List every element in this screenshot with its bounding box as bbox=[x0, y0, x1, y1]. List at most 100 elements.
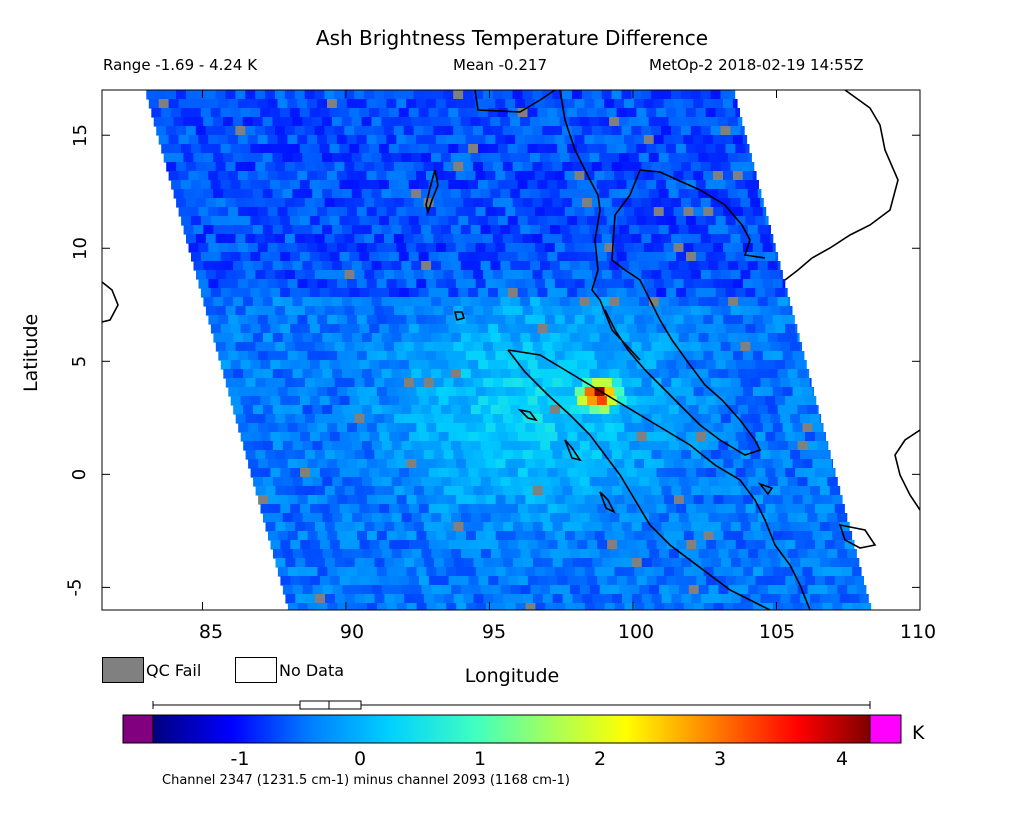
swath-pixel bbox=[517, 360, 529, 370]
swath-pixel bbox=[280, 216, 291, 226]
swath-pixel bbox=[453, 126, 464, 136]
swath-pixel bbox=[586, 144, 598, 154]
swath-pixel bbox=[339, 468, 351, 478]
swath-pixel bbox=[703, 603, 715, 610]
swath-pixel bbox=[411, 405, 422, 415]
swath-pixel bbox=[342, 369, 353, 379]
swath-pixel bbox=[255, 198, 266, 208]
swath-pixel bbox=[205, 126, 217, 136]
swath-pixel bbox=[713, 243, 724, 253]
swath-pixel bbox=[305, 594, 316, 604]
swath-pixel bbox=[649, 477, 660, 487]
swath-pixel bbox=[636, 504, 648, 514]
qc-fail-pixel bbox=[517, 108, 529, 118]
swath-pixel bbox=[243, 405, 254, 415]
swath-pixel bbox=[740, 162, 751, 172]
swath-pixel bbox=[542, 450, 554, 460]
swath-pixel bbox=[540, 333, 551, 343]
swath-pixel bbox=[522, 126, 533, 136]
swath-pixel bbox=[636, 360, 648, 370]
swath-pixel bbox=[376, 315, 388, 325]
swath-pixel bbox=[322, 369, 333, 379]
swath-pixel bbox=[215, 270, 227, 280]
swath-pixel bbox=[819, 522, 831, 532]
swath-pixel bbox=[631, 486, 643, 496]
swath-pixel bbox=[733, 279, 744, 289]
swath-pixel bbox=[617, 576, 628, 586]
swath-pixel bbox=[495, 351, 506, 361]
swath-pixel bbox=[579, 153, 590, 163]
swath-pixel bbox=[282, 189, 293, 199]
swath-pixel bbox=[614, 171, 625, 181]
swath-pixel bbox=[555, 423, 566, 433]
swath-pixel bbox=[752, 279, 764, 289]
swath-pixel bbox=[404, 450, 415, 460]
qc-fail-pixel bbox=[468, 144, 479, 154]
swath-pixel bbox=[267, 459, 279, 469]
swath-pixel bbox=[213, 153, 224, 163]
swath-pixel bbox=[728, 369, 739, 379]
swath-pixel bbox=[260, 108, 271, 118]
swath-pixel bbox=[510, 261, 521, 271]
swath-pixel bbox=[446, 459, 457, 469]
swath-pixel bbox=[406, 423, 417, 433]
swath-pixel bbox=[334, 522, 346, 532]
swath-pixel bbox=[631, 270, 643, 280]
swath-pixel bbox=[730, 414, 742, 424]
swath-pixel bbox=[421, 153, 432, 163]
swath-pixel bbox=[597, 396, 608, 406]
swath-pixel bbox=[460, 225, 472, 235]
swath-pixel bbox=[475, 135, 486, 145]
swath-pixel bbox=[488, 396, 499, 406]
swath-pixel bbox=[453, 414, 464, 424]
swath-pixel bbox=[666, 252, 677, 262]
swath-pixel bbox=[782, 567, 794, 577]
swath-pixel bbox=[740, 414, 752, 424]
swath-pixel bbox=[243, 333, 254, 343]
swath-pixel bbox=[394, 342, 405, 352]
swath-pixel bbox=[366, 171, 378, 181]
swath-pixel bbox=[451, 585, 462, 595]
swath-pixel bbox=[309, 360, 321, 370]
swath-pixel bbox=[693, 459, 705, 469]
swath-pixel bbox=[366, 351, 378, 361]
swath-pixel bbox=[364, 162, 375, 172]
swath-pixel bbox=[678, 117, 689, 127]
swath-pixel bbox=[619, 297, 630, 307]
swath-pixel bbox=[713, 99, 724, 109]
swath-pixel bbox=[369, 180, 380, 190]
swath-pixel bbox=[421, 477, 432, 487]
swath-pixel bbox=[743, 315, 754, 325]
swath-pixel bbox=[310, 540, 321, 550]
swath-pixel bbox=[252, 189, 264, 199]
qc-fail-label: QC Fail bbox=[146, 661, 202, 680]
swath-pixel bbox=[636, 324, 648, 334]
swath-pixel bbox=[416, 531, 427, 541]
swath-pixel bbox=[767, 513, 779, 523]
swath-pixel bbox=[396, 603, 408, 610]
swath-pixel bbox=[622, 558, 633, 568]
swath-pixel bbox=[465, 279, 477, 289]
swath-pixel bbox=[507, 180, 519, 190]
swath-pixel bbox=[483, 270, 494, 280]
swath-pixel bbox=[414, 522, 425, 532]
swath-pixel bbox=[463, 378, 474, 388]
swath-pixel bbox=[626, 468, 638, 478]
swath-pixel bbox=[510, 441, 521, 451]
swath-pixel bbox=[676, 396, 687, 406]
swath-pixel bbox=[332, 585, 343, 595]
swath-pixel bbox=[740, 378, 752, 388]
swath-pixel bbox=[361, 369, 373, 379]
swath-pixel bbox=[555, 567, 566, 577]
swath-pixel bbox=[582, 270, 593, 280]
swath-pixel bbox=[599, 477, 611, 487]
swath-pixel bbox=[426, 603, 437, 610]
swath-pixel bbox=[770, 522, 781, 532]
swath-pixel bbox=[428, 324, 440, 334]
swath-pixel bbox=[265, 342, 276, 352]
swath-pixel bbox=[752, 243, 764, 253]
swath-pixel bbox=[304, 342, 316, 352]
swath-pixel bbox=[530, 297, 541, 307]
swath-pixel bbox=[513, 558, 524, 568]
swath-pixel bbox=[290, 360, 301, 370]
